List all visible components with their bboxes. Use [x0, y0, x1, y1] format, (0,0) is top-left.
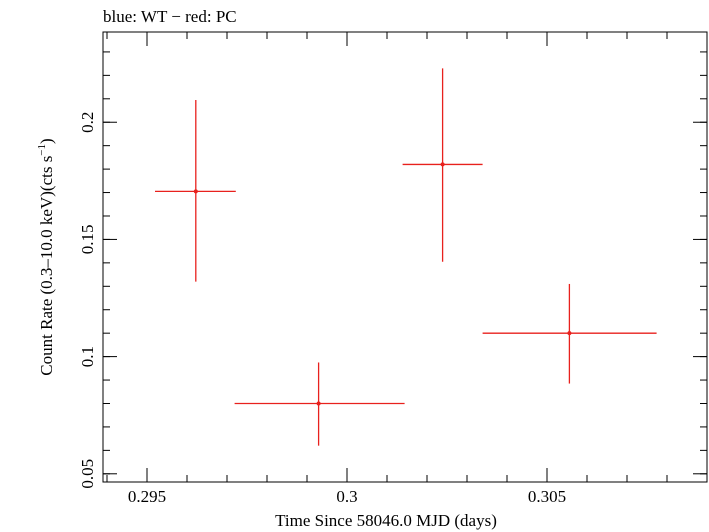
data-series [155, 68, 657, 446]
y-axis-tick-labels: 0.05 0.1 0.15 0.2 [78, 112, 97, 489]
x-axis-ticks [106, 32, 708, 482]
x-tick-label: 0.305 [528, 487, 566, 506]
data-point [316, 401, 321, 406]
data-point [440, 162, 445, 167]
y-axis-ticks [103, 51, 707, 475]
x-tick-label: 0.3 [336, 487, 357, 506]
y-tick-label: 0.15 [78, 225, 97, 255]
plot-frame [102, 31, 708, 483]
y-tick-label: 0.05 [78, 459, 97, 489]
data-point [567, 331, 572, 336]
x-tick-label: 0.295 [128, 487, 166, 506]
y-axis-label-close: ) [37, 138, 56, 144]
y-axis-label-superscript: −1 [36, 144, 48, 156]
data-point [193, 189, 198, 194]
x-axis-label: Time Since 58046.0 MJD (days) [275, 511, 497, 530]
y-axis-label-main: Count Rate (0.3–10.0 keV)(cts s [37, 156, 56, 376]
chart-title: blue: WT − red: PC [103, 7, 237, 26]
series-pc [155, 68, 657, 446]
x-axis-tick-labels: 0.295 0.3 0.305 [128, 487, 566, 506]
y-tick-label: 0.1 [78, 346, 97, 367]
y-axis-label: Count Rate (0.3–10.0 keV)(cts s−1) [36, 138, 56, 375]
y-tick-label: 0.2 [78, 112, 97, 133]
